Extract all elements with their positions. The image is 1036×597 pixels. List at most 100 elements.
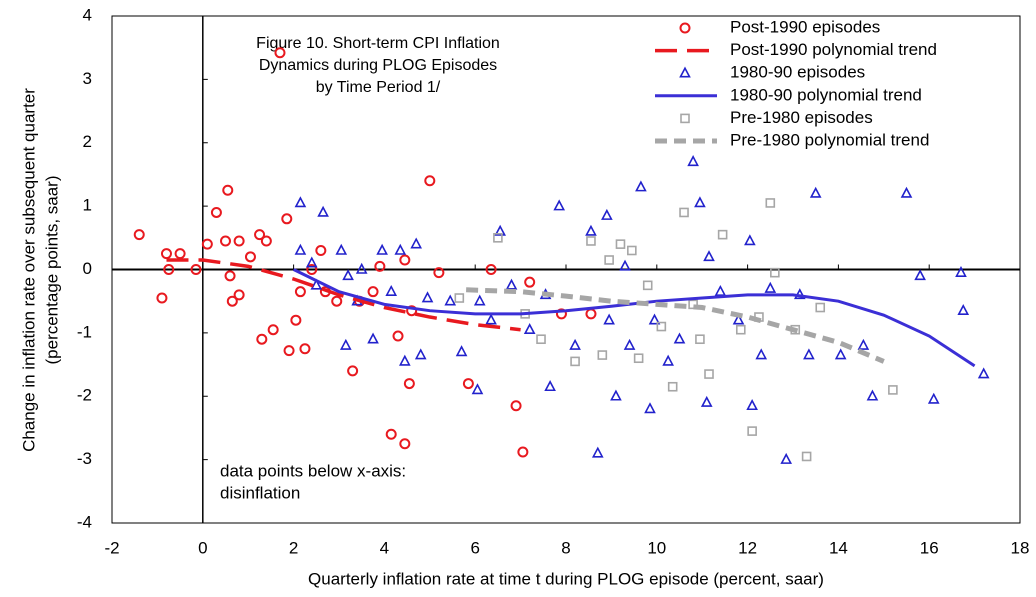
point <box>485 313 497 325</box>
point <box>732 313 745 325</box>
point <box>374 260 386 272</box>
point <box>376 243 388 255</box>
point <box>473 294 486 306</box>
point <box>687 155 699 167</box>
point <box>815 302 826 313</box>
x-tick-label: 18 <box>1011 538 1030 557</box>
point <box>656 321 667 332</box>
point <box>294 196 307 208</box>
y-tick-label: 0 <box>83 259 92 278</box>
point <box>505 278 518 290</box>
point <box>367 286 379 298</box>
point <box>399 354 411 366</box>
y-tick-label: -3 <box>77 449 92 468</box>
point <box>385 428 397 440</box>
point <box>410 237 423 249</box>
y-tick-label: 3 <box>83 69 92 88</box>
point <box>244 251 256 263</box>
point <box>210 206 222 218</box>
point <box>662 354 674 366</box>
point <box>735 324 746 335</box>
point <box>455 345 468 357</box>
point <box>485 264 497 275</box>
point <box>433 267 445 279</box>
point <box>955 265 967 277</box>
y-tick-label: 2 <box>83 132 92 151</box>
point <box>700 395 713 407</box>
legend-marker <box>679 22 691 34</box>
point <box>156 292 168 304</box>
annotation: data points below x-axis: <box>220 461 406 480</box>
point <box>744 234 756 246</box>
y-tick-label: -4 <box>77 512 92 531</box>
point <box>494 224 506 236</box>
point <box>385 284 398 296</box>
trend-line <box>166 258 521 332</box>
point <box>633 353 644 364</box>
point <box>342 269 354 281</box>
point <box>281 213 293 225</box>
y-tick-label: -1 <box>77 322 92 341</box>
chart-title: Dynamics during PLOG Episodes <box>259 57 497 74</box>
annotation: disinflation <box>220 483 300 502</box>
point <box>765 198 776 208</box>
x-axis-label: Quarterly inflation rate at time t durin… <box>308 569 824 588</box>
point <box>900 186 913 198</box>
point <box>927 392 940 404</box>
point <box>424 175 436 187</box>
point <box>957 303 970 315</box>
point <box>667 381 678 392</box>
point <box>294 286 306 298</box>
point <box>260 235 272 247</box>
point <box>331 295 343 307</box>
x-tick-label: 14 <box>829 538 848 557</box>
point <box>394 243 407 255</box>
point <box>299 343 311 355</box>
trend-line <box>292 268 976 368</box>
point <box>585 308 597 320</box>
point <box>803 348 815 360</box>
x-tick-label: 12 <box>738 538 757 557</box>
point <box>267 324 279 336</box>
point <box>392 330 404 342</box>
x-tick-label: 6 <box>470 538 479 557</box>
point <box>585 224 597 236</box>
point <box>704 369 714 379</box>
point <box>174 248 186 260</box>
point <box>133 229 145 241</box>
point <box>256 333 268 345</box>
point <box>834 348 847 360</box>
point <box>315 244 327 256</box>
point <box>220 235 231 247</box>
point <box>493 233 503 243</box>
y-tick-label: -2 <box>77 386 92 405</box>
point <box>226 295 238 307</box>
point <box>414 348 427 360</box>
point <box>163 264 175 275</box>
legend-label: Post-1990 episodes <box>730 17 880 36</box>
point <box>160 248 172 260</box>
point <box>648 313 661 325</box>
legend: Post-1990 episodes Post-1990 polynomial t… <box>655 17 937 149</box>
legend-label: 1980-90 polynomial trend <box>730 85 922 104</box>
point <box>190 264 202 275</box>
point <box>544 380 556 392</box>
point <box>764 281 777 293</box>
point <box>801 451 812 462</box>
x-tick-label: 4 <box>380 538 389 557</box>
point <box>274 47 286 59</box>
point <box>294 243 307 255</box>
point <box>615 239 626 249</box>
point <box>399 438 411 450</box>
y-axis-label: Change in inflation rate over subsequent… <box>19 88 38 452</box>
y-axis-label: (percentage points, saar) <box>42 176 61 365</box>
point <box>254 229 266 241</box>
point <box>644 402 656 414</box>
point <box>619 259 631 271</box>
point <box>471 383 484 395</box>
point <box>597 350 608 360</box>
legend-label: Post-1990 polynomial trend <box>730 40 937 59</box>
point <box>317 205 329 217</box>
chart-title: Figure 10. Short-term CPI Inflation <box>256 35 500 52</box>
